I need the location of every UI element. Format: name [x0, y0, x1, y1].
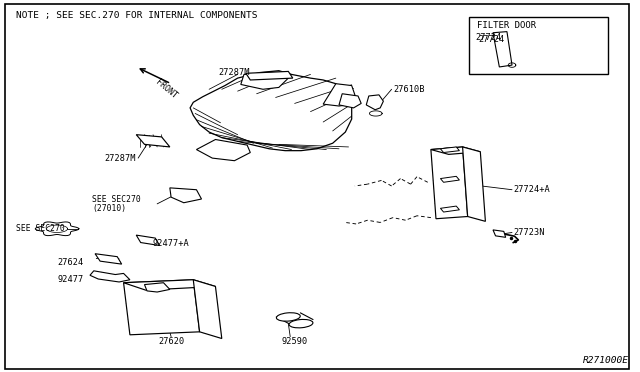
Polygon shape	[246, 71, 292, 80]
Text: 27287M: 27287M	[219, 68, 250, 77]
Text: 27724+A: 27724+A	[513, 185, 550, 194]
Text: 27724: 27724	[479, 35, 505, 44]
Polygon shape	[241, 73, 289, 89]
Polygon shape	[339, 94, 361, 108]
Text: 27287M: 27287M	[105, 154, 136, 163]
Polygon shape	[431, 147, 468, 219]
Text: 27723N: 27723N	[513, 228, 545, 237]
Text: R271000E: R271000E	[583, 356, 629, 365]
Text: 27610B: 27610B	[393, 85, 424, 94]
Polygon shape	[145, 283, 170, 292]
Polygon shape	[323, 84, 355, 106]
Polygon shape	[124, 280, 200, 335]
Polygon shape	[90, 271, 130, 282]
Polygon shape	[136, 235, 160, 246]
Polygon shape	[463, 147, 485, 221]
Text: 92590: 92590	[282, 337, 308, 346]
Polygon shape	[493, 32, 512, 67]
Text: 27620: 27620	[158, 337, 184, 346]
Text: 92477+A: 92477+A	[152, 239, 189, 248]
Polygon shape	[190, 71, 352, 151]
Text: SEE SEC270: SEE SEC270	[16, 224, 65, 233]
Polygon shape	[440, 176, 460, 182]
Ellipse shape	[276, 313, 300, 321]
Text: 27624: 27624	[57, 258, 83, 267]
Polygon shape	[196, 140, 250, 161]
Text: 92477: 92477	[57, 275, 83, 284]
Polygon shape	[95, 254, 122, 264]
Ellipse shape	[289, 320, 313, 328]
Polygon shape	[170, 188, 202, 203]
Text: NOTE ; SEE SEC.270 FOR INTERNAL COMPONENTS: NOTE ; SEE SEC.270 FOR INTERNAL COMPONEN…	[16, 11, 257, 20]
Text: (27010): (27010)	[92, 204, 126, 213]
Polygon shape	[136, 135, 170, 147]
Bar	[469, 17, 609, 74]
Text: FILTER DOOR: FILTER DOOR	[477, 21, 536, 30]
Polygon shape	[440, 147, 460, 153]
Polygon shape	[366, 95, 383, 110]
Text: FRONT: FRONT	[154, 78, 179, 101]
Polygon shape	[440, 206, 460, 212]
Polygon shape	[124, 280, 216, 290]
Text: 27724: 27724	[476, 33, 502, 42]
Text: SEE SEC270: SEE SEC270	[92, 195, 141, 203]
Polygon shape	[493, 230, 506, 237]
Polygon shape	[431, 147, 481, 154]
Polygon shape	[193, 280, 222, 339]
